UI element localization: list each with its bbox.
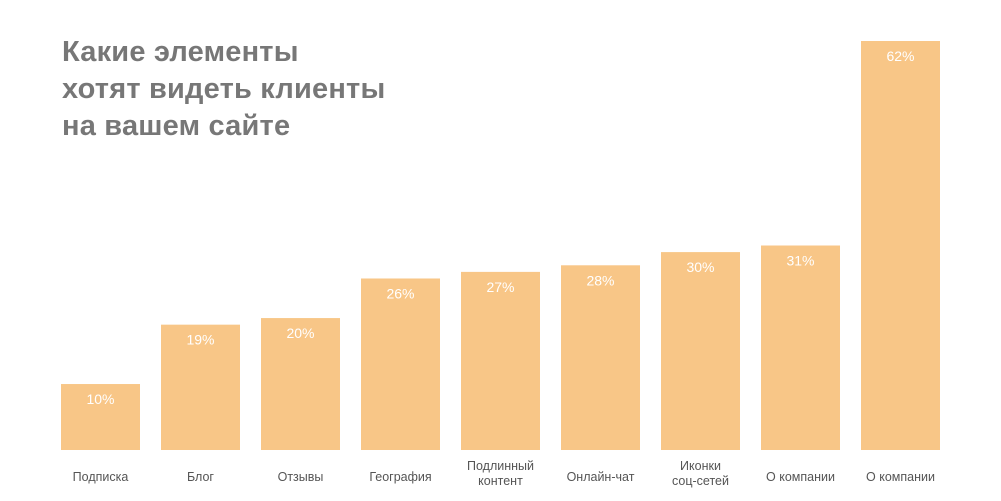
x-tick-label: Иконки соц-сетей bbox=[672, 459, 729, 488]
x-tick-label: Онлайн-чат bbox=[567, 470, 635, 484]
x-tick-label: Подписка bbox=[73, 470, 129, 484]
chart-title-line-1: Какие элементы bbox=[62, 36, 299, 68]
bar bbox=[661, 252, 740, 450]
bar-value-label: 31% bbox=[786, 253, 814, 269]
chart-title-line-3: на вашем сайте bbox=[62, 110, 291, 142]
bar bbox=[461, 271, 540, 450]
bar bbox=[861, 41, 940, 450]
x-tick-label: О компании bbox=[866, 470, 935, 484]
bar-value-label: 30% bbox=[686, 259, 714, 275]
chart-title: Какие элементы хотят видеть клиенты на в… bbox=[62, 34, 482, 145]
bar-value-label: 26% bbox=[386, 285, 414, 301]
chart-title-line-2: хотят видеть клиенты bbox=[62, 73, 386, 105]
bar-value-label: 20% bbox=[286, 325, 314, 341]
bar bbox=[561, 265, 640, 450]
x-tick-label: Подлинный контент bbox=[467, 459, 534, 488]
bar bbox=[761, 245, 840, 450]
bar-value-label: 27% bbox=[486, 279, 514, 295]
bar-value-label: 10% bbox=[86, 391, 114, 407]
x-tick-label: О компании bbox=[766, 470, 835, 484]
bar bbox=[161, 324, 240, 450]
bar-value-label: 62% bbox=[886, 48, 914, 64]
x-tick-label: География bbox=[369, 470, 431, 484]
bar bbox=[61, 384, 140, 450]
bar-value-label: 19% bbox=[186, 332, 214, 348]
bar bbox=[261, 318, 340, 450]
x-tick-label: Отзывы bbox=[278, 470, 324, 484]
bar-value-label: 28% bbox=[586, 272, 614, 288]
x-tick-label: Блог bbox=[187, 470, 214, 484]
bar bbox=[361, 278, 440, 450]
